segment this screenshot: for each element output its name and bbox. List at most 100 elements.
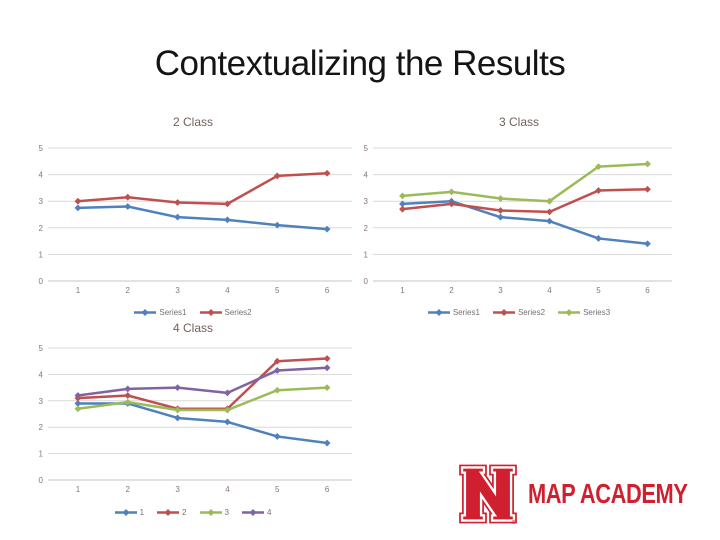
legend-marker-diamond (164, 508, 172, 516)
data-point-marker (323, 364, 331, 372)
x-tick-label: 2 (449, 286, 454, 295)
legend-label: Series2 (224, 307, 252, 317)
chart-2class: 2 Class 0 1 2 3 4 5 1 2 3 4 5 6 Series1 Series2 (28, 114, 358, 318)
series-line (402, 162, 648, 203)
y-tick-label: 1 (364, 250, 369, 259)
chart-4class-legend: 1 2 3 4 (28, 506, 358, 518)
slide-title: Contextualizing the Results (154, 44, 566, 83)
y-tick-label: 0 (39, 476, 44, 485)
series-line (402, 199, 648, 246)
legend-marker-diamond (122, 508, 130, 516)
y-tick-label: 3 (39, 197, 44, 206)
x-tick-label: 4 (225, 286, 230, 295)
data-point-marker (273, 433, 281, 440)
data-point-marker (74, 204, 82, 212)
legend-marker-icon (199, 508, 222, 516)
legend-item: Series1 (427, 308, 480, 317)
chart-3class-title: 3 Class (498, 115, 539, 129)
legend-marker-diamond (500, 308, 508, 316)
data-point-marker (174, 406, 181, 414)
data-point-marker (224, 216, 231, 224)
data-point-marker (497, 195, 504, 202)
legend-marker-icon (492, 308, 515, 316)
data-point-marker (273, 386, 281, 394)
data-point-marker (224, 200, 231, 208)
data-point-marker (595, 187, 602, 194)
x-tick-label: 6 (325, 485, 330, 494)
data-point-marker (273, 221, 281, 229)
y-tick-label: 2 (39, 224, 44, 233)
y-tick-label: 4 (39, 171, 44, 180)
series-line (77, 172, 328, 206)
legend-label: Series2 (517, 307, 546, 317)
legend-item: Series2 (199, 307, 252, 317)
data-point-marker (644, 160, 651, 168)
data-point-marker (74, 197, 82, 205)
legend-marker-icon (558, 308, 581, 316)
data-point-marker (174, 199, 181, 206)
y-tick-label: 5 (39, 344, 44, 353)
legend-item: Series2 (492, 307, 546, 317)
x-tick-label: 5 (275, 485, 280, 494)
data-point-marker (174, 384, 181, 391)
legend-marker-diamond (207, 308, 214, 316)
legend-marker-diamond (249, 508, 257, 516)
logo-brand-text: MAP ACADEMY (528, 478, 688, 509)
data-point-marker (124, 193, 132, 201)
data-point-marker (497, 207, 504, 214)
series-line (402, 187, 648, 214)
legend-marker-diamond (565, 308, 573, 316)
data-point-marker (644, 240, 651, 248)
x-tick-label: 5 (275, 286, 280, 295)
data-point-marker (399, 205, 406, 213)
y-tick-label: 0 (39, 277, 44, 286)
data-point-marker (323, 439, 331, 447)
legend-marker-icon (134, 308, 157, 316)
data-point-marker (174, 414, 181, 422)
legend-label: 2 (182, 507, 187, 517)
data-point-marker (323, 355, 331, 362)
legend-marker-icon (427, 308, 450, 316)
series-line (77, 386, 328, 412)
x-tick-label: 3 (498, 286, 503, 295)
chart-2class-title: 2 Class (172, 115, 213, 129)
y-tick-label: 1 (39, 250, 44, 259)
chart-4class-title: 4 Class (172, 321, 213, 335)
legend-label: Series3 (583, 307, 611, 317)
data-point-marker (74, 405, 82, 413)
chart-2class-plot: 0 1 2 3 4 5 1 2 3 4 5 6 (39, 144, 352, 295)
y-tick-label: 3 (39, 397, 44, 406)
data-point-marker (497, 213, 504, 221)
legend-marker-icon (199, 308, 222, 316)
legend-item: 4 (241, 508, 271, 517)
legend-item: Series3 (558, 308, 610, 317)
legend-marker-diamond (435, 308, 443, 316)
legend-marker-diamond (207, 508, 214, 516)
chart-4class-plot: 0 1 2 3 4 5 1 2 3 4 5 6 (39, 344, 352, 494)
legend-label: 3 (224, 507, 229, 517)
data-point-marker (595, 235, 602, 242)
series-line (77, 205, 328, 231)
data-point-marker (595, 163, 602, 171)
data-point-marker (124, 392, 132, 399)
data-point-marker (74, 392, 82, 399)
legend-marker-icon (157, 508, 180, 516)
data-point-marker (546, 208, 553, 216)
chart-2class-legend: Series1 Series2 (28, 306, 358, 318)
legend-item: 1 (114, 507, 145, 517)
legend-label: 1 (139, 507, 145, 517)
map-academy-logo: ® MAP ACADEMY (458, 464, 720, 524)
data-point-marker (546, 217, 553, 225)
y-tick-label: 5 (364, 144, 369, 153)
data-point-marker (546, 197, 553, 205)
data-point-marker (323, 384, 331, 391)
y-tick-label: 1 (39, 450, 44, 459)
y-tick-label: 4 (364, 171, 369, 180)
data-point-marker (273, 357, 281, 365)
y-tick-label: 0 (364, 277, 369, 286)
y-tick-label: 5 (39, 144, 44, 153)
data-point-marker (323, 169, 331, 177)
x-tick-label: 3 (175, 485, 180, 494)
y-tick-label: 3 (364, 197, 369, 206)
